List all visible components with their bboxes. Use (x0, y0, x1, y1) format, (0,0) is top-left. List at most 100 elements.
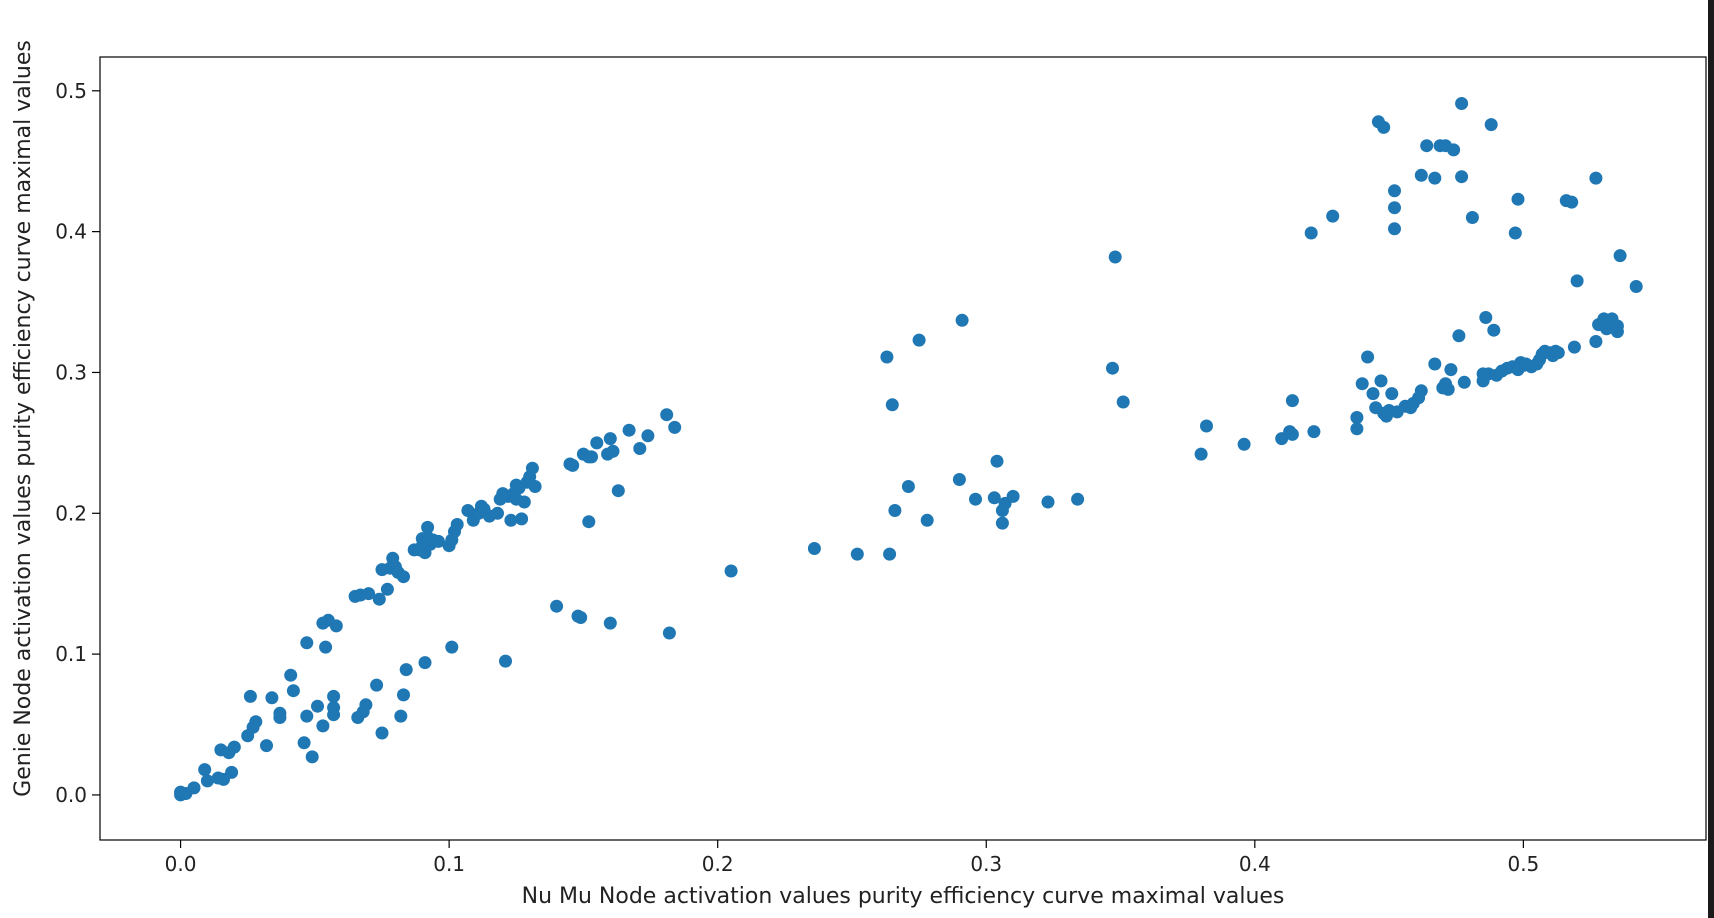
data-points (174, 97, 1643, 802)
data-point (517, 495, 531, 509)
data-point (582, 515, 596, 529)
data-point (1200, 419, 1213, 433)
data-point (1428, 357, 1442, 371)
data-point (499, 654, 512, 668)
data-point (225, 765, 239, 779)
data-point (327, 689, 341, 703)
data-point (987, 491, 1001, 505)
y-tick-label: 0.2 (55, 501, 87, 525)
data-point (901, 480, 915, 493)
data-point (1374, 374, 1388, 388)
data-point (1508, 226, 1522, 240)
data-point (1511, 192, 1525, 206)
data-point (1414, 384, 1428, 398)
data-point (399, 663, 413, 677)
data-point (327, 708, 341, 722)
plot-frame (99, 56, 1707, 841)
data-point (227, 740, 241, 754)
data-point (1006, 489, 1020, 503)
data-point (1455, 97, 1469, 110)
data-point (1565, 195, 1579, 209)
data-point (969, 492, 982, 506)
data-point (1385, 387, 1399, 401)
data-point (515, 512, 529, 526)
data-point (566, 458, 580, 472)
data-point (1116, 395, 1130, 409)
data-point (300, 636, 314, 650)
data-point (491, 506, 504, 520)
data-point (300, 709, 314, 723)
data-point (431, 534, 445, 548)
data-point (1106, 361, 1119, 375)
data-point (316, 719, 330, 733)
data-point (1307, 425, 1321, 439)
data-point (362, 587, 376, 601)
y-axis-label: Genie Node activation values purity effi… (11, 40, 36, 797)
data-point (1465, 211, 1479, 224)
y-axis-ticks: 0.0 0.1 0.2 0.3 0.4 0.5 (55, 79, 100, 807)
data-point (1237, 437, 1251, 451)
data-point (1041, 495, 1055, 509)
data-point (1361, 350, 1375, 364)
data-point (603, 432, 617, 446)
x-axis-ticks: 0.0 0.1 0.2 0.3 0.4 0.5 (165, 840, 1539, 876)
x-axis-label: Nu Mu Node activation values purity effi… (522, 884, 1285, 909)
data-point (1388, 184, 1401, 198)
x-tick-label: 0.5 (1507, 852, 1539, 876)
window-right-edge (1708, 0, 1714, 918)
data-point (1610, 319, 1624, 333)
data-point (660, 408, 674, 422)
data-point (380, 582, 394, 596)
x-tick-label: 0.1 (433, 852, 465, 876)
data-point (1326, 209, 1340, 223)
x-tick-label: 0.0 (165, 852, 197, 876)
data-point (445, 640, 459, 654)
data-point (329, 619, 343, 633)
data-point (885, 398, 899, 412)
data-point (1350, 422, 1364, 436)
data-point (1441, 382, 1455, 396)
data-point (920, 513, 934, 527)
data-point (1567, 340, 1581, 354)
data-point (1366, 387, 1380, 401)
data-point (421, 520, 435, 534)
x-tick-label: 0.3 (970, 852, 1002, 876)
data-point (525, 461, 539, 475)
data-point (662, 626, 676, 640)
data-point (1589, 171, 1603, 185)
data-point (1455, 170, 1469, 184)
y-tick-label: 0.0 (55, 783, 87, 807)
data-point (952, 473, 966, 486)
data-point (418, 656, 432, 670)
data-point (375, 726, 389, 740)
data-point (990, 454, 1004, 468)
data-point (286, 684, 300, 698)
data-point (1428, 171, 1442, 185)
data-point (1484, 118, 1498, 132)
data-point (200, 774, 214, 788)
data-point (1388, 201, 1401, 215)
data-point (611, 484, 625, 498)
data-point (249, 715, 263, 729)
data-point (273, 706, 287, 720)
data-point (305, 750, 319, 764)
data-point (1457, 375, 1471, 389)
data-point (372, 592, 386, 606)
data-point (528, 480, 542, 493)
data-point (955, 313, 969, 327)
data-point (574, 611, 588, 624)
data-point (1613, 249, 1627, 263)
data-point (1071, 492, 1085, 506)
data-point (1629, 280, 1643, 293)
data-point (603, 616, 617, 630)
data-point (1414, 168, 1428, 182)
data-point (1108, 250, 1122, 264)
data-point (622, 423, 636, 437)
y-tick-label: 0.1 (55, 642, 87, 666)
data-point (606, 444, 620, 458)
data-point (297, 736, 311, 750)
data-point (1355, 377, 1369, 391)
y-tick-label: 0.5 (55, 79, 87, 103)
data-point (1194, 447, 1208, 461)
